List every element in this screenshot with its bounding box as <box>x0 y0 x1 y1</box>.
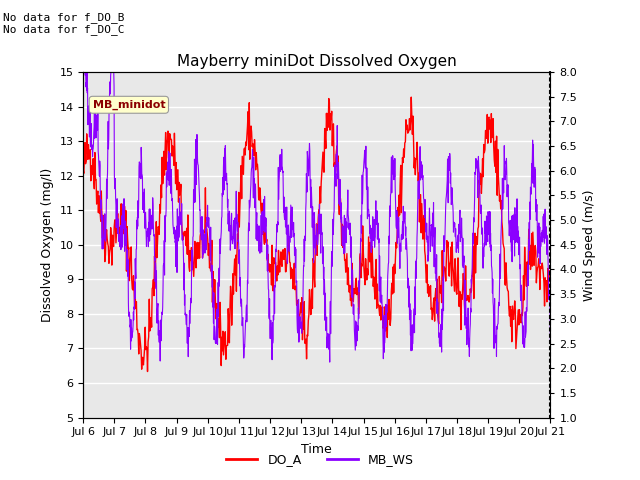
Y-axis label: Dissolved Oxygen (mg/l): Dissolved Oxygen (mg/l) <box>41 168 54 322</box>
Legend: DO_A, MB_WS: DO_A, MB_WS <box>221 448 419 471</box>
Title: Mayberry miniDot Dissolved Oxygen: Mayberry miniDot Dissolved Oxygen <box>177 54 457 70</box>
Text: No data for f_DO_B
No data for f_DO_C: No data for f_DO_B No data for f_DO_C <box>3 12 125 36</box>
X-axis label: Time: Time <box>301 443 332 456</box>
Text: MB_minidot: MB_minidot <box>93 100 165 110</box>
Y-axis label: Wind Speed (m/s): Wind Speed (m/s) <box>583 189 596 300</box>
